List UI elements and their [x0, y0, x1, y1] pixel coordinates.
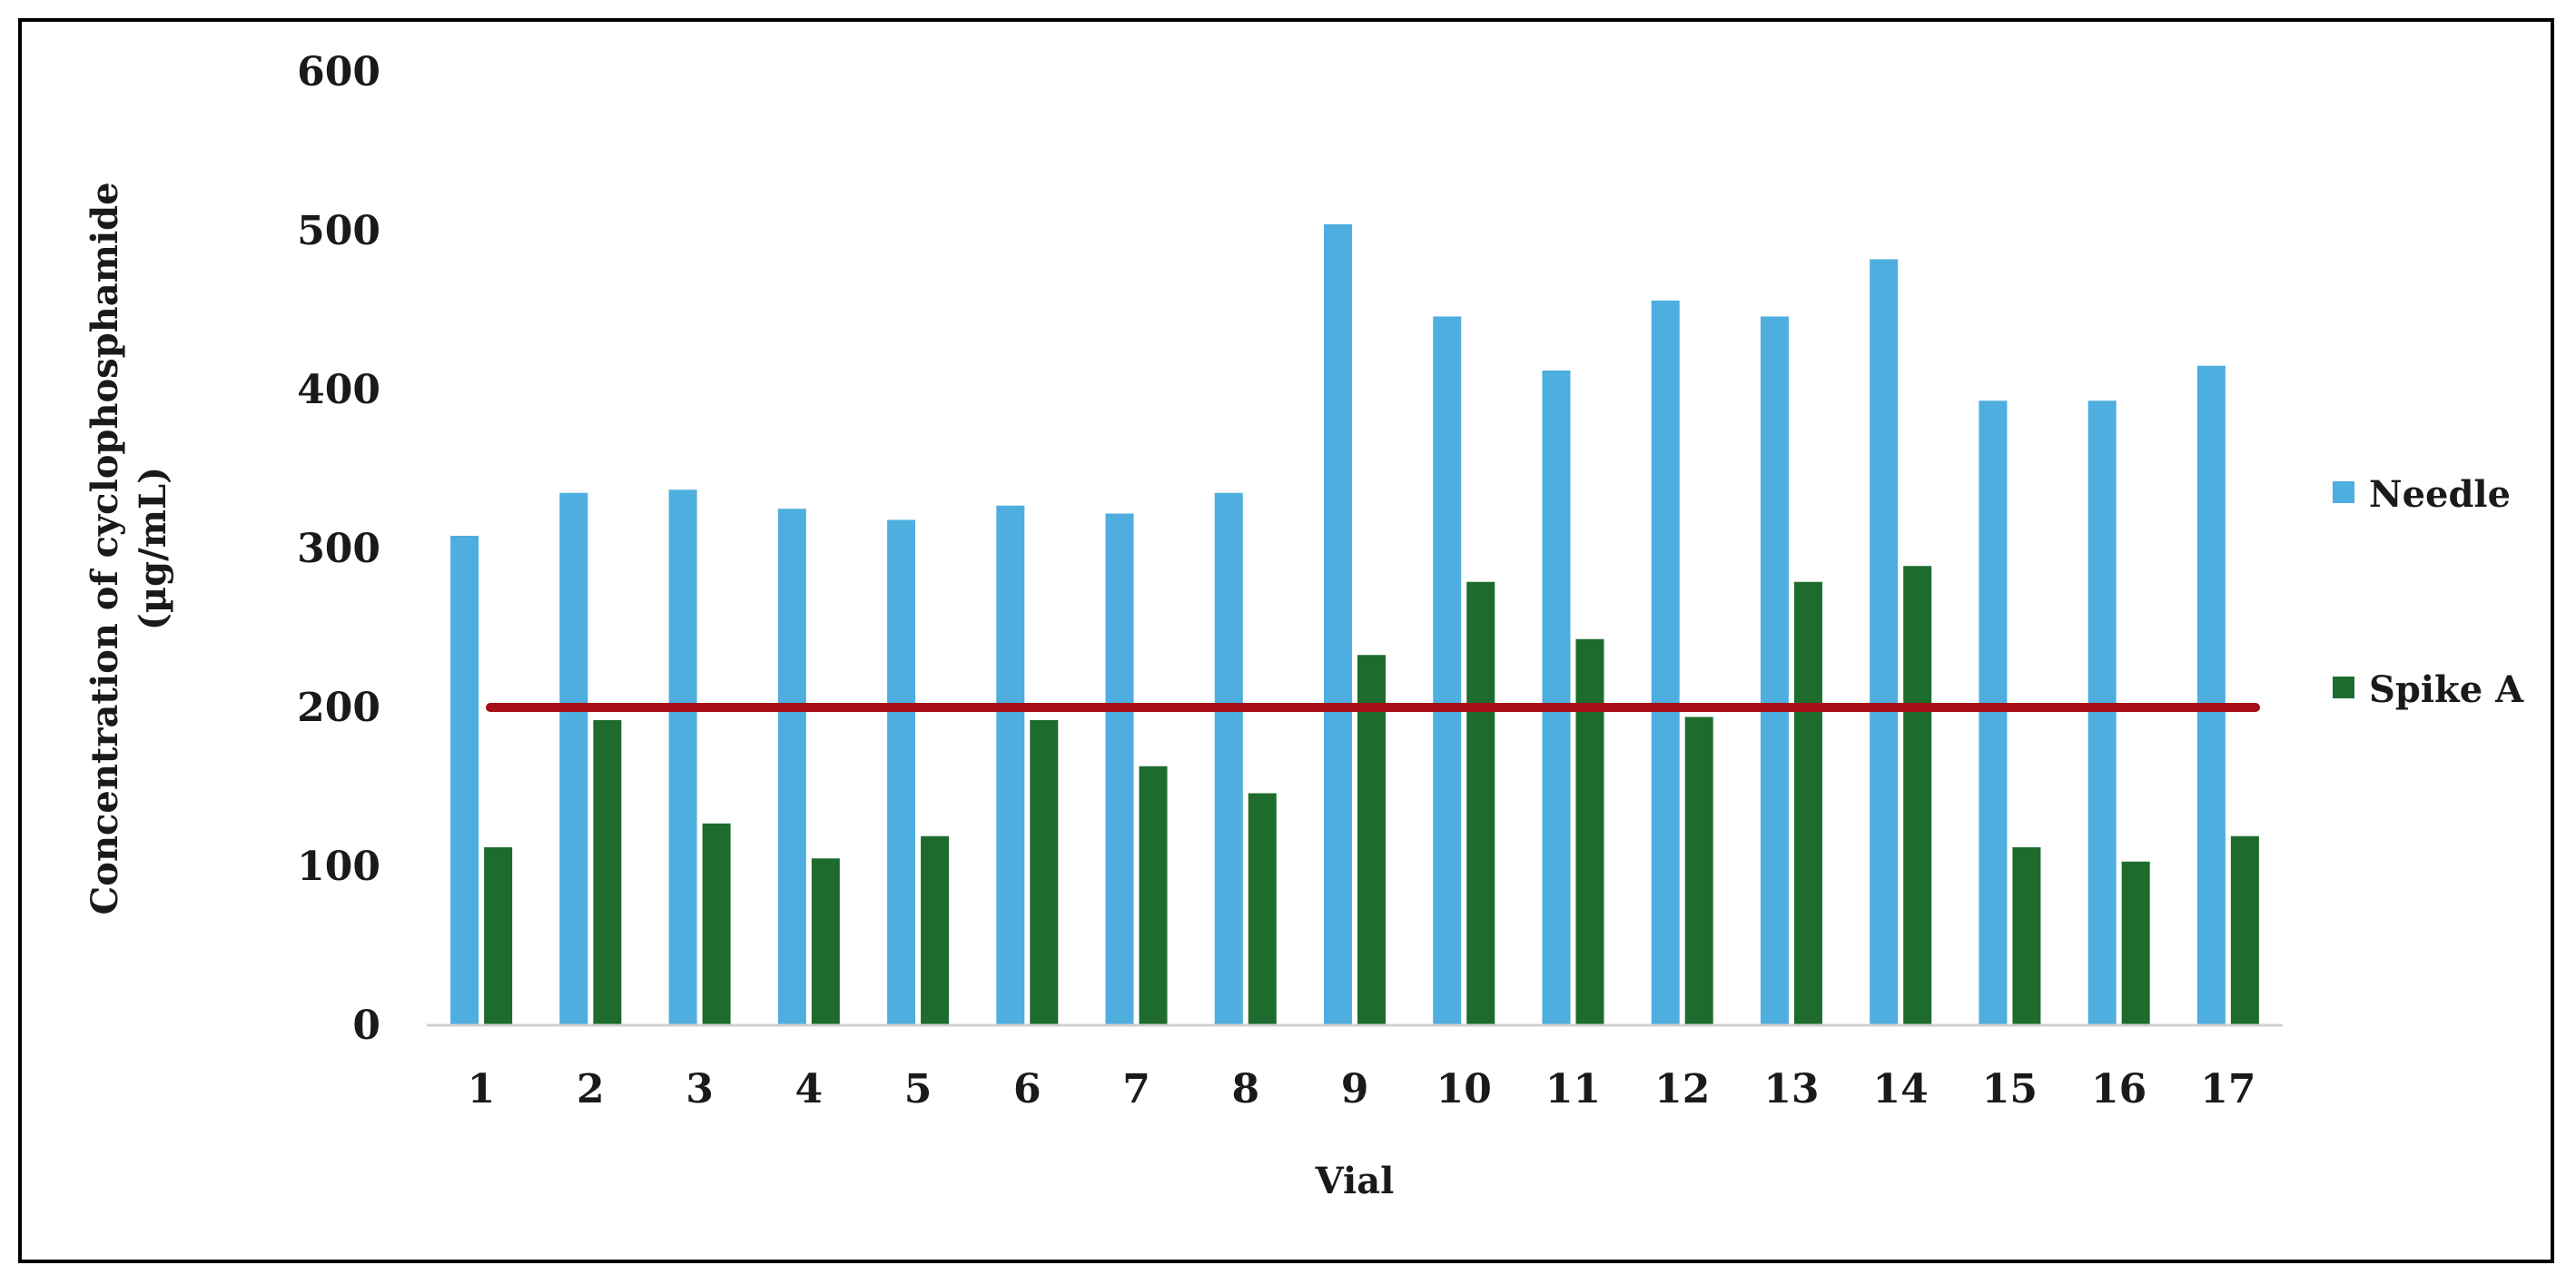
bar-spike-a-vial-1	[484, 847, 513, 1025]
bar-needle-vial-6	[996, 505, 1025, 1025]
bar-needle-vial-5	[887, 519, 916, 1025]
bar-needle-vial-10	[1433, 316, 1462, 1025]
bar-spike-a-vial-11	[1575, 638, 1604, 1025]
bar-spike-a-vial-4	[811, 858, 840, 1025]
bar-spike-a-vial-6	[1030, 720, 1059, 1025]
legend-swatch-spike-a	[2333, 677, 2354, 698]
x-tick-label: 4	[795, 1066, 824, 1112]
y-tick-label: 400	[297, 367, 380, 413]
bar-needle-vial-12	[1651, 301, 1680, 1025]
x-tick-label: 16	[2091, 1066, 2147, 1112]
bar-spike-a-vial-9	[1357, 655, 1386, 1025]
bar-needle-vial-11	[1542, 371, 1571, 1025]
bar-needle-vial-8	[1214, 492, 1243, 1025]
bar-needle-vial-3	[668, 489, 697, 1025]
x-tick-label: 17	[2200, 1066, 2255, 1112]
x-tick-label: 5	[904, 1066, 933, 1112]
bar-spike-a-vial-8	[1248, 793, 1277, 1025]
legend: Needle Spike A	[2333, 473, 2524, 711]
x-tick-label: 7	[1122, 1066, 1150, 1112]
x-tick-label: 15	[1982, 1066, 2038, 1112]
bar-needle-vial-14	[1870, 259, 1899, 1025]
bar-needle-vial-4	[777, 509, 806, 1025]
bar-needle-vial-17	[2196, 365, 2226, 1025]
x-tick-label: 6	[1013, 1066, 1041, 1112]
bar-spike-a-vial-13	[1793, 581, 1822, 1025]
chart-frame: 0 100 200 300 400 500 600 1 2 3 4 5 6 7 8 9 10 11 12 13 14 1…	[18, 18, 2554, 1263]
bar-needle-vial-7	[1105, 513, 1134, 1025]
y-tick-label: 600	[297, 49, 380, 95]
bar-spike-a-vial-2	[593, 720, 622, 1025]
y-tick-label: 300	[297, 526, 380, 572]
x-axis-title: Vial	[1315, 1160, 1395, 1202]
y-tick-label: 500	[297, 208, 380, 254]
x-tick-label: 11	[1545, 1066, 1601, 1112]
bar-needle-vial-1	[450, 536, 479, 1025]
x-axis-ticks: 1 2 3 4 5 6 7 8 9 10 11 12 13 14 15 16 17	[468, 1066, 2256, 1112]
bar-spike-a-vial-3	[702, 823, 731, 1025]
bar-spike-a-vial-10	[1466, 581, 1495, 1025]
x-tick-label: 9	[1341, 1066, 1369, 1112]
bar-needle-vial-16	[2087, 400, 2117, 1025]
y-tick-label: 0	[352, 1003, 380, 1049]
x-tick-label: 8	[1231, 1066, 1259, 1112]
legend-label-needle: Needle	[2369, 473, 2511, 516]
bars	[450, 224, 2259, 1025]
bar-needle-vial-13	[1760, 316, 1789, 1025]
x-tick-label: 3	[686, 1066, 714, 1112]
y-axis-ticks: 0 100 200 300 400 500 600	[297, 49, 380, 1049]
bar-needle-vial-9	[1324, 224, 1352, 1025]
y-axis-title-line-2: (µg/mL)	[132, 467, 174, 630]
legend-swatch-needle	[2333, 481, 2354, 503]
x-tick-label: 1	[468, 1066, 496, 1112]
legend-label-spike-a: Spike A	[2369, 668, 2524, 711]
x-tick-label: 14	[1873, 1066, 1929, 1112]
bar-spike-a-vial-17	[2230, 835, 2259, 1025]
bar-needle-vial-15	[1979, 400, 2008, 1025]
y-tick-label: 100	[297, 844, 380, 890]
bar-spike-a-vial-15	[2012, 847, 2041, 1025]
y-axis-title-line-1: Concentration of cyclophosphamide	[84, 182, 126, 914]
bar-spike-a-vial-7	[1139, 766, 1168, 1025]
x-tick-label: 10	[1436, 1066, 1492, 1112]
x-tick-label: 2	[577, 1066, 605, 1112]
bar-spike-a-vial-5	[921, 835, 950, 1025]
bar-needle-vial-2	[559, 492, 588, 1025]
bar-spike-a-vial-16	[2121, 861, 2150, 1025]
x-tick-label: 12	[1654, 1066, 1710, 1112]
bar-spike-a-vial-14	[1903, 566, 1932, 1025]
y-axis-title: Concentration of cyclophosphamide (µg/mL…	[84, 182, 174, 914]
bar-spike-a-vial-12	[1684, 717, 1713, 1025]
y-tick-label: 200	[297, 685, 380, 731]
x-tick-label: 13	[1763, 1066, 1819, 1112]
